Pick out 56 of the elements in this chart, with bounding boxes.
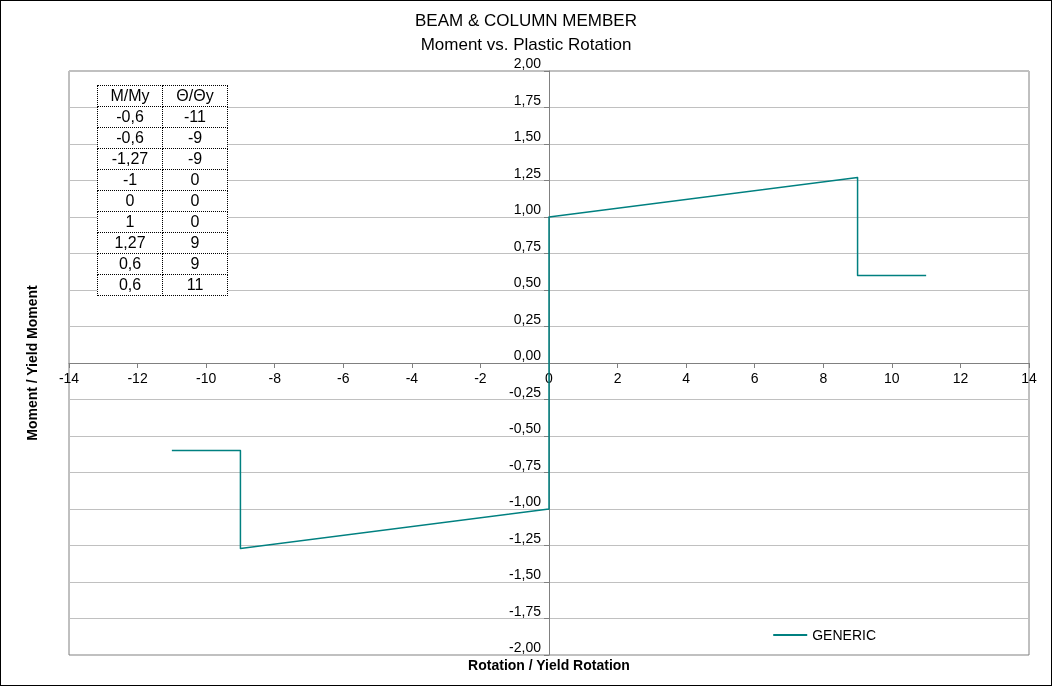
y-axis-title: Moment / Yield Moment <box>24 284 40 441</box>
y-tick-label: -1,75 <box>509 602 542 619</box>
annotation: -11 <box>162 106 228 128</box>
x-tick-label: -14 <box>58 370 80 386</box>
annotation: M/My <box>97 85 163 107</box>
y-tick-label: 0,00 <box>513 347 542 363</box>
y-tick-label: 1,25 <box>513 164 542 181</box>
chart-subtitle: Moment vs. Plastic Rotation <box>420 35 632 54</box>
annotation: 9 <box>162 253 228 275</box>
annotation: 0 <box>162 190 228 212</box>
legend-label: GENERIC <box>812 627 877 643</box>
x-axis-title: Rotation / Yield Rotation <box>468 657 630 673</box>
x-tick-label: 2 <box>613 370 622 386</box>
y-tick-label: 1,75 <box>513 91 542 108</box>
annotation: Θ/Θy <box>162 85 228 107</box>
annotation: 0,6 <box>97 253 163 275</box>
y-tick-label: -2,00 <box>509 639 542 655</box>
annotation: 0 <box>162 211 228 233</box>
annotation: -9 <box>162 127 228 149</box>
annotation: 11 <box>162 274 228 296</box>
annotation: -1,27 <box>97 148 163 170</box>
x-tick-label: 4 <box>682 370 691 386</box>
y-tick-label: 1,00 <box>513 201 542 217</box>
chart-title: BEAM & COLUMN MEMBER <box>415 11 637 30</box>
x-tick-label: -12 <box>127 370 148 386</box>
annotation: 9 <box>162 232 228 254</box>
annotation: -1 <box>97 169 163 191</box>
annotation: 1 <box>97 211 163 233</box>
x-tick-label: 10 <box>884 370 900 386</box>
y-tick-label: 0,25 <box>513 310 542 327</box>
x-tick-label: -6 <box>337 370 350 386</box>
y-tick-label: 0,50 <box>513 274 542 290</box>
annotation: -9 <box>162 148 228 170</box>
y-tick-label: -0,25 <box>509 383 542 400</box>
x-tick-label: -4 <box>405 370 419 386</box>
y-tick-label: -1,50 <box>509 566 542 582</box>
y-tick-label: -0,75 <box>509 456 542 473</box>
annotation: 1,27 <box>97 232 163 254</box>
annotation: -0,6 <box>97 127 163 149</box>
x-tick-label: -2 <box>474 370 487 386</box>
annotation: 0,6 <box>97 274 163 296</box>
x-tick-label: 14 <box>1021 370 1037 386</box>
y-tick-label: -1,25 <box>509 529 542 546</box>
x-tick-label: -8 <box>268 370 282 386</box>
annotation: 0 <box>162 169 228 191</box>
x-tick-label: 12 <box>952 370 969 386</box>
x-tick-label: 8 <box>819 370 828 386</box>
y-tick-label: -0,50 <box>509 420 542 436</box>
y-tick-label: -1,00 <box>509 493 542 509</box>
x-tick-label: 6 <box>750 370 759 386</box>
y-tick-label: 2,00 <box>513 55 542 71</box>
y-tick-label: 0,75 <box>513 237 542 254</box>
x-tick-label: -10 <box>196 370 217 386</box>
y-tick-label: 1,50 <box>513 128 542 144</box>
annotation: 0 <box>97 190 163 212</box>
annotation: -0,6 <box>97 106 163 128</box>
